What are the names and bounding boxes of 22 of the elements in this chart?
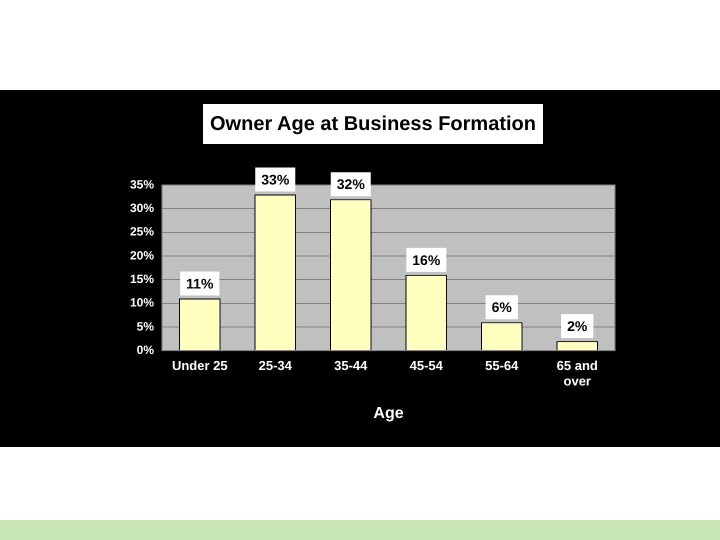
data-label: 2% <box>567 318 588 334</box>
x-axis-title: Age <box>373 404 404 422</box>
x-tick-label: 55-64 <box>485 358 520 373</box>
y-tick-label: 30% <box>130 200 154 215</box>
y-tick-label: 20% <box>130 248 154 262</box>
x-tick-label: 25-34 <box>258 358 293 373</box>
y-tick-label: 5% <box>136 319 154 334</box>
data-label: 16% <box>412 252 441 268</box>
x-tick-label: 35-44 <box>334 358 368 373</box>
chart-title: Owner Age at Business Formation <box>203 104 543 144</box>
y-tick-label: 10% <box>130 296 154 310</box>
data-label: 11% <box>186 275 214 292</box>
y-tick-label: 0% <box>136 342 154 357</box>
x-tick-label: Under 25 <box>172 358 228 373</box>
data-label: 32% <box>336 176 366 192</box>
x-tick-label: 45-54 <box>410 358 444 373</box>
data-label: 33% <box>261 171 290 188</box>
y-tick-label: 25% <box>130 224 154 239</box>
y-tick-label: 35% <box>130 177 154 192</box>
x-tick-label: 65 and over <box>556 358 598 389</box>
y-tick-label: 15% <box>130 272 154 286</box>
data-label: 6% <box>492 299 512 316</box>
